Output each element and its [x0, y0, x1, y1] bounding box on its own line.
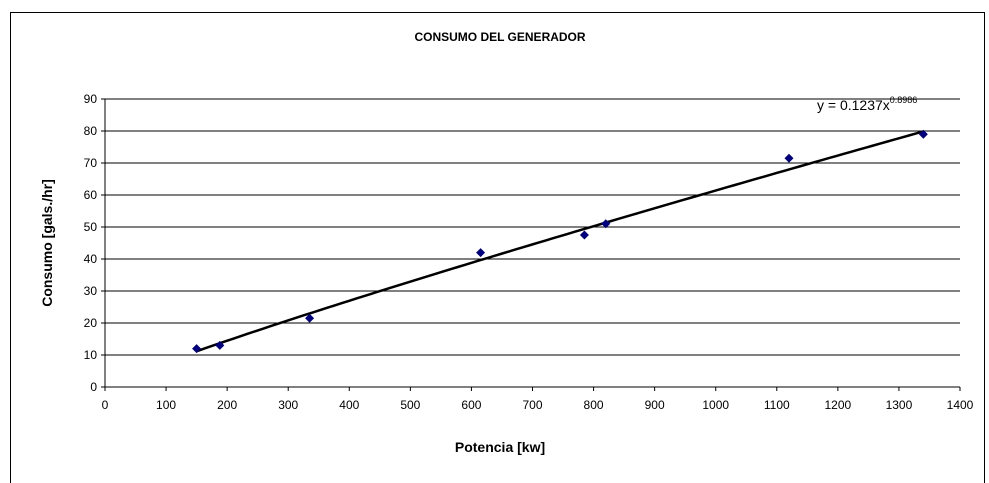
x-tick-label: 200 [217, 398, 237, 412]
x-tick-label: 1100 [764, 398, 790, 412]
y-tick-label: 80 [84, 124, 98, 138]
data-point [601, 219, 611, 229]
data-point [215, 340, 225, 350]
y-tick-label: 90 [84, 92, 98, 106]
y-tick-label: 60 [84, 188, 98, 202]
equation-exponent: 0.8986 [890, 95, 918, 105]
trendline [196, 130, 924, 353]
y-tick-label: 30 [84, 284, 98, 298]
x-tick-label: 0 [102, 398, 109, 412]
x-tick-label: 1300 [886, 398, 913, 412]
y-tick-label: 20 [84, 316, 98, 330]
data-point [305, 313, 315, 323]
y-tick-label: 0 [90, 380, 97, 394]
x-tick-label: 600 [461, 398, 481, 412]
x-tick-label: 300 [278, 398, 298, 412]
y-tick-label: 40 [84, 252, 98, 266]
x-tick-label: 100 [156, 398, 176, 412]
data-point [784, 153, 794, 163]
x-tick-label: 700 [522, 398, 542, 412]
chart-border [10, 12, 985, 483]
data-point [476, 248, 486, 258]
x-axis-label: Potencia [kw] [455, 439, 545, 455]
x-tick-label: 1000 [702, 398, 729, 412]
chart-title: CONSUMO DEL GENERADOR [414, 30, 585, 44]
equation-text: y = 0.1237x [817, 97, 890, 113]
trendline-equation: y = 0.1237x0.8986 [817, 95, 917, 113]
y-tick-label: 10 [84, 348, 98, 362]
x-tick-label: 1200 [825, 398, 852, 412]
x-tick-label: 900 [645, 398, 665, 412]
y-axis-label: Consumo [gals./hr] [39, 179, 55, 307]
x-tick-label: 800 [584, 398, 604, 412]
x-tick-label: 1400 [947, 398, 974, 412]
data-point [192, 344, 202, 354]
data-point [579, 230, 589, 240]
y-tick-label: 50 [84, 220, 98, 234]
x-tick-label: 400 [339, 398, 359, 412]
y-tick-label: 70 [84, 156, 98, 170]
data-point [918, 129, 928, 139]
x-tick-label: 500 [400, 398, 420, 412]
